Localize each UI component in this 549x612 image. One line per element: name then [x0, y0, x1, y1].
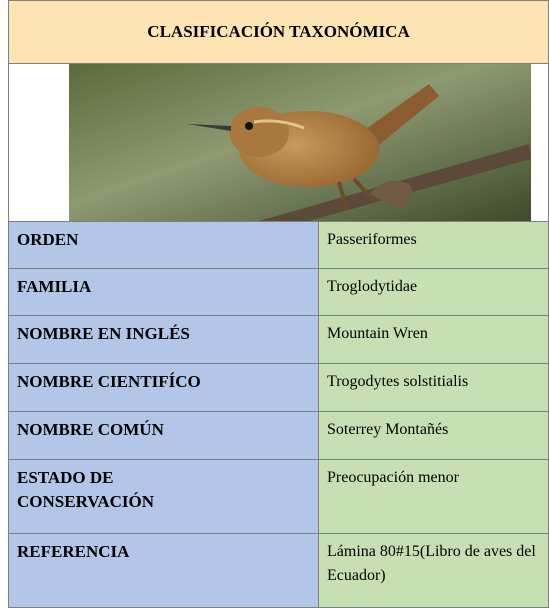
taxonomy-table: CLASIFICACIÓN TAXONÓMICA ORDEN Passerifor: [7, 0, 549, 608]
row-label: NOMBRE COMÚN: [8, 411, 319, 460]
row-label: NOMBRE CIENTIFÍCO: [8, 363, 319, 412]
row-label: FAMILIA: [8, 268, 319, 316]
row-label: NOMBRE EN INGLÉS: [8, 315, 319, 364]
photo-cell: [7, 63, 549, 222]
row-value: Preocupación menor: [317, 459, 549, 534]
row-value: Mountain Wren: [317, 315, 549, 364]
bird-photo: [69, 64, 531, 221]
row-value: Lámina 80#15(Libro de aves del Ecuador): [317, 533, 549, 608]
row-value: Soterrey Montañés: [317, 411, 549, 460]
row-label: ESTADO DE CONSERVACIÓN: [8, 459, 319, 534]
row-value: Passeriformes: [317, 221, 549, 269]
row-label: REFERENCIA: [8, 533, 319, 608]
row-value: Trogodytes solstitialis: [317, 363, 549, 412]
row-value: Troglodytidae: [317, 268, 549, 316]
row-label: ORDEN: [8, 221, 319, 269]
table-title: CLASIFICACIÓN TAXONÓMICA: [7, 0, 549, 64]
